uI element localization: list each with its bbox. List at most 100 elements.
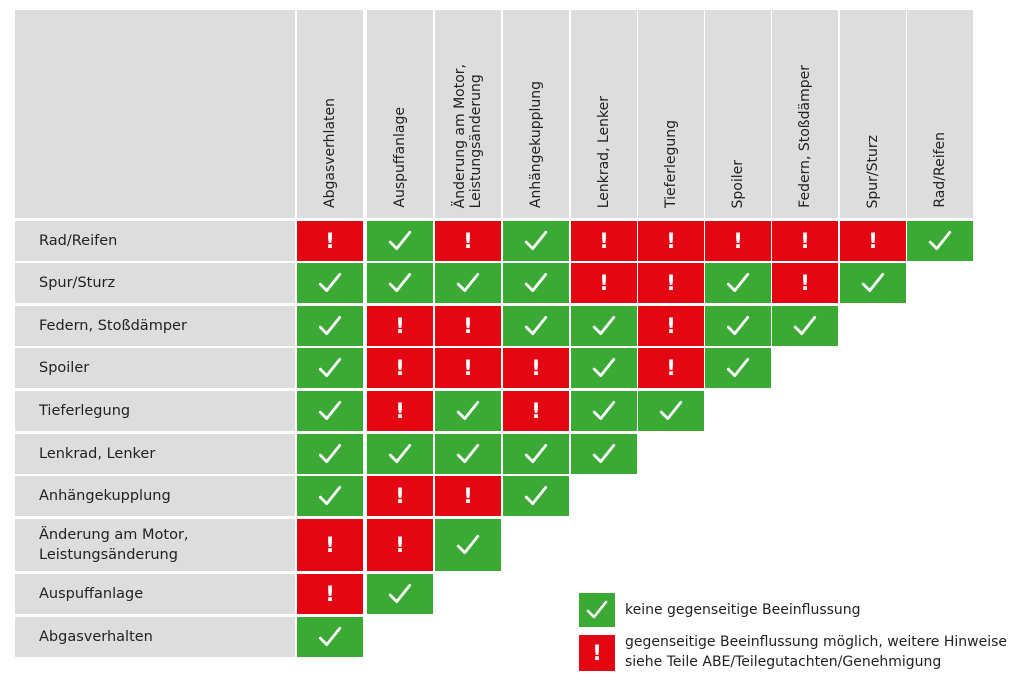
column-header: Abgasverhlaten xyxy=(297,10,363,218)
exclamation-icon: ! xyxy=(599,270,609,295)
check-icon xyxy=(726,357,750,377)
exclamation-icon: ! xyxy=(666,355,676,380)
matrix-cell-ok xyxy=(297,348,363,388)
exclamation-icon: ! xyxy=(592,640,602,665)
row-header-label: Auspuffanlage xyxy=(39,586,144,602)
column-header-label: Spoiler xyxy=(730,159,746,209)
check-icon-wrap xyxy=(317,355,343,381)
matrix-cell-warning: ! xyxy=(367,391,433,431)
column-header: Federn, Stoßdämper xyxy=(772,10,838,218)
exclamation-icon: ! xyxy=(666,313,676,338)
exclamation-icon: ! xyxy=(463,228,473,253)
check-icon xyxy=(318,443,342,463)
column-header-label: Anhängekupplung xyxy=(528,80,544,208)
row-header-label: Lenkrad, Lenker xyxy=(39,446,156,462)
matrix-cell-ok xyxy=(297,306,363,346)
matrix-cell-warning: ! xyxy=(367,306,433,346)
matrix-cell-warning: ! xyxy=(638,221,704,261)
matrix-cell-ok xyxy=(503,221,569,261)
check-icon xyxy=(861,272,885,292)
matrix-cell-warning: ! xyxy=(705,221,771,261)
check-icon-wrap xyxy=(591,441,617,467)
check-icon-wrap xyxy=(455,270,481,296)
check-icon-wrap xyxy=(523,228,549,254)
check-icon-wrap xyxy=(591,355,617,381)
column-header: Lenkrad, Lenker xyxy=(571,10,637,218)
exclamation-icon: ! xyxy=(599,228,609,253)
check-icon xyxy=(388,272,412,292)
check-icon xyxy=(793,315,817,335)
matrix-cell-ok xyxy=(503,263,569,303)
matrix-cell-ok xyxy=(571,391,637,431)
matrix-cell-ok xyxy=(638,391,704,431)
check-icon xyxy=(592,400,616,420)
row-header: Änderung am Motor, Leistungsänderung xyxy=(15,519,295,571)
row-header: Anhängekupplung xyxy=(15,476,295,516)
check-icon xyxy=(318,485,342,505)
legend-label: keine gegenseitige Beeinflussung xyxy=(625,602,861,618)
exclamation-icon: ! xyxy=(395,483,405,508)
check-icon xyxy=(524,315,548,335)
check-icon-wrap xyxy=(455,532,481,558)
check-icon xyxy=(524,230,548,250)
exclamation-icon: ! xyxy=(395,398,405,423)
matrix-cell-warning: ! xyxy=(297,574,363,614)
matrix-cell-ok xyxy=(367,263,433,303)
check-icon-wrap xyxy=(387,228,413,254)
exclamation-icon: ! xyxy=(325,532,335,557)
exclamation-icon: ! xyxy=(666,270,676,295)
row-header: Lenkrad, Lenker xyxy=(15,434,295,474)
row-header-label: Anhängekupplung xyxy=(39,488,171,504)
row-header-label: Tieferlegung xyxy=(39,403,131,419)
check-icon xyxy=(524,272,548,292)
check-icon-wrap xyxy=(725,270,751,296)
check-icon-wrap xyxy=(585,598,609,622)
matrix-cell-warning: ! xyxy=(571,263,637,303)
check-icon-wrap xyxy=(658,398,684,424)
exclamation-icon: ! xyxy=(395,355,405,380)
matrix-cell-ok xyxy=(367,574,433,614)
check-icon xyxy=(726,272,750,292)
matrix-cell-ok xyxy=(503,306,569,346)
matrix-cell-warning: ! xyxy=(571,221,637,261)
matrix-cell-warning: ! xyxy=(435,221,501,261)
check-icon xyxy=(659,400,683,420)
row-header: Abgasverhalten xyxy=(15,617,295,657)
matrix-cell-warning: ! xyxy=(435,476,501,516)
check-icon-wrap xyxy=(387,270,413,296)
column-header-label: Federn, Stoßdämper xyxy=(797,65,813,208)
matrix-cell-ok xyxy=(705,348,771,388)
exclamation-icon: ! xyxy=(463,483,473,508)
matrix-cell-ok xyxy=(840,263,906,303)
row-header-label: Rad/Reifen xyxy=(39,233,118,249)
matrix-cell-warning: ! xyxy=(435,306,501,346)
check-icon-wrap xyxy=(523,441,549,467)
row-header-label: Abgasverhalten xyxy=(39,629,153,645)
matrix-cell-ok xyxy=(907,221,973,261)
exclamation-icon: ! xyxy=(531,398,541,423)
matrix-cell-warning: ! xyxy=(840,221,906,261)
column-header-label: Abgasverhlaten xyxy=(322,98,338,208)
exclamation-icon: ! xyxy=(325,581,335,606)
matrix-cell-warning: ! xyxy=(638,306,704,346)
legend-label: gegenseitige Beeinflussung möglich, weit… xyxy=(625,634,1008,670)
row-header: Auspuffanlage xyxy=(15,574,295,614)
column-header-label: Spur/Sturz xyxy=(865,134,881,208)
column-header: Rad/Reifen xyxy=(907,10,973,218)
check-icon-wrap xyxy=(317,441,343,467)
check-icon-wrap xyxy=(591,313,617,339)
check-icon xyxy=(456,400,480,420)
column-header-label: Tieferlegung xyxy=(663,120,679,208)
check-icon-wrap xyxy=(591,398,617,424)
exclamation-icon: ! xyxy=(395,532,405,557)
check-icon-wrap xyxy=(387,441,413,467)
exclamation-icon: ! xyxy=(800,270,810,295)
matrix-cell-ok xyxy=(435,391,501,431)
row-header: Rad/Reifen xyxy=(15,221,295,261)
matrix-cell-ok xyxy=(297,617,363,657)
check-icon xyxy=(318,357,342,377)
check-icon xyxy=(318,626,342,646)
matrix-cell-ok xyxy=(435,263,501,303)
check-icon xyxy=(388,583,412,603)
